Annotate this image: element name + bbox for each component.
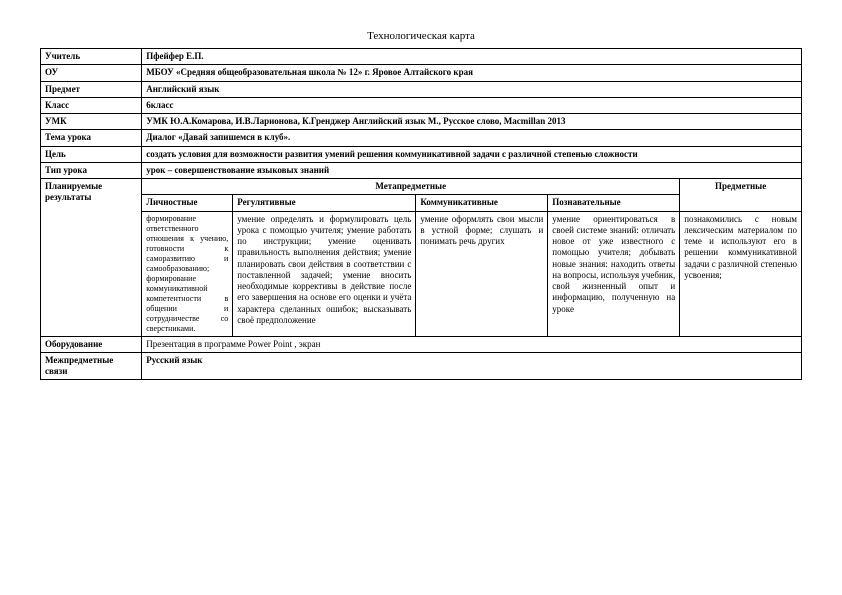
cognitive-header: Познавательные bbox=[548, 195, 680, 211]
goal-value: создать условия для возможности развития… bbox=[142, 146, 802, 162]
page-title: Технологическая карта bbox=[40, 30, 802, 42]
regulative-header: Регулятивные bbox=[233, 195, 416, 211]
type-label: Тип урока bbox=[41, 162, 142, 178]
type-value: урок – совершенствование языковых знаний bbox=[142, 162, 802, 178]
meta-header: Метапредметные bbox=[142, 179, 680, 195]
inter-value: Русский язык bbox=[142, 352, 802, 380]
equipment-value: Презентация в программе Power Point , эк… bbox=[142, 336, 802, 352]
teacher-label: Учитель bbox=[41, 49, 142, 65]
topic-value: Диалог «Давай запишемся в клуб». bbox=[142, 130, 802, 146]
subject-result-text: познакомились с новым лексическим матери… bbox=[680, 211, 802, 336]
cognitive-text: умение ориентироваться в своей системе з… bbox=[548, 211, 680, 336]
communicative-header: Коммуникативные bbox=[416, 195, 548, 211]
teacher-value: Пфейфер Е.П. bbox=[142, 49, 802, 65]
main-table: Учитель Пфейфер Е.П. ОУ МБОУ «Средняя об… bbox=[40, 48, 802, 380]
regulative-text: умение определять и формулировать цель у… bbox=[233, 211, 416, 336]
school-value: МБОУ «Средняя общеобразовательная школа … bbox=[142, 65, 802, 81]
school-label: ОУ bbox=[41, 65, 142, 81]
inter-label: Межпредметные связи bbox=[41, 352, 142, 380]
umk-label: УМК bbox=[41, 114, 142, 130]
subject-value: Английский язык bbox=[142, 81, 802, 97]
grade-label: Класс bbox=[41, 97, 142, 113]
equipment-label: Оборудование bbox=[41, 336, 142, 352]
topic-label: Тема урока bbox=[41, 130, 142, 146]
communicative-text: умение оформлять свои мысли в устной фор… bbox=[416, 211, 548, 336]
subject-header: Предметные bbox=[680, 179, 802, 212]
grade-value: 6класс bbox=[142, 97, 802, 113]
personal-text: формирование ответственного отношения к … bbox=[142, 211, 233, 336]
subject-label: Предмет bbox=[41, 81, 142, 97]
umk-value: УМК Ю.А.Комарова, И.В.Ларионова, К.Гренд… bbox=[142, 114, 802, 130]
goal-label: Цель bbox=[41, 146, 142, 162]
results-label: Планируемые результаты bbox=[41, 179, 142, 337]
personal-header: Личностные bbox=[142, 195, 233, 211]
